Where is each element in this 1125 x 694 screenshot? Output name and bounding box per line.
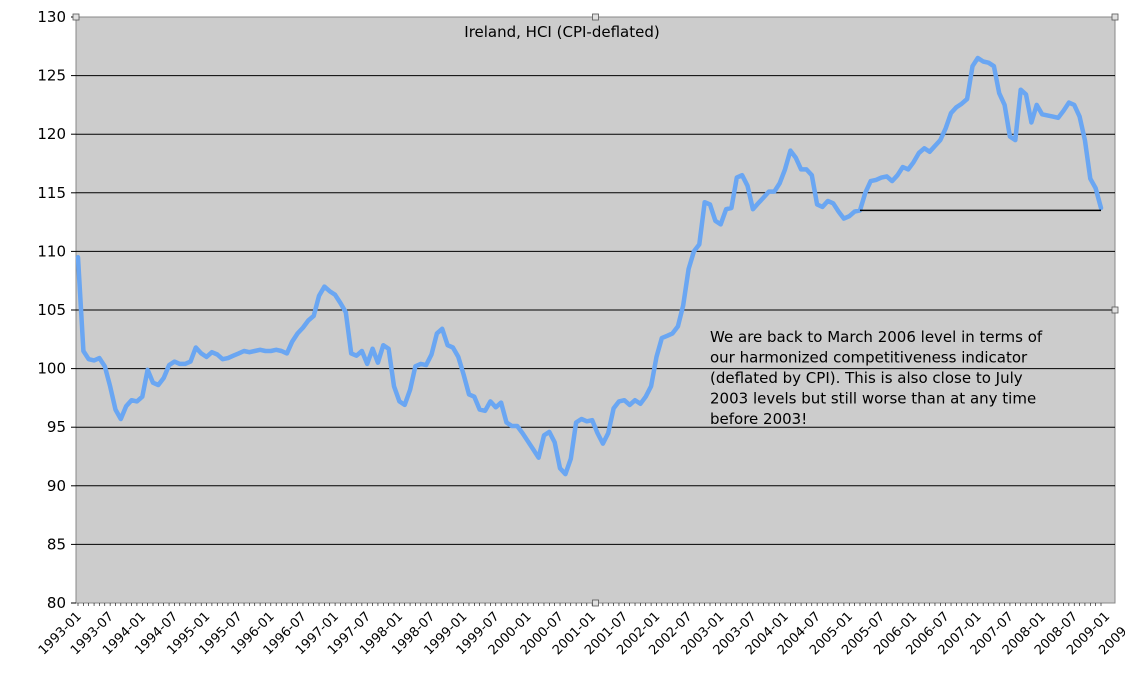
y-axis-ticks: 80 85 90 95 100 105 110 115 120 125 130 [37, 8, 76, 612]
x-axis-ticks: 1993-011993-071994-011994-071995-011995-… [36, 603, 1125, 658]
y-tick-label-80: 80 [47, 594, 66, 612]
series-line-hci [75, 55, 1104, 477]
annotation-line-5: before 2003! [710, 410, 807, 428]
y-tick-label-120: 120 [37, 125, 66, 143]
plot-area-handles [72, 13, 1119, 607]
y-tick-label-115: 115 [37, 184, 66, 202]
y-tick-label-130: 130 [37, 8, 66, 26]
annotation-line-4: 2003 levels but still worse than at any … [710, 390, 1036, 408]
plot-handle-0 [72, 13, 80, 21]
annotation-line-1: We are back to March 2006 level in terms… [710, 328, 1043, 346]
y-tick-label-100: 100 [37, 360, 66, 378]
annotation-line-3: (deflated by CPI). This is also close to… [710, 369, 1023, 387]
y-tick-label-90: 90 [47, 477, 66, 495]
plot-handle-3 [1111, 306, 1119, 314]
y-tick-label-105: 105 [37, 301, 66, 319]
y-tick-label-95: 95 [47, 418, 66, 436]
y-tick-label-85: 85 [47, 535, 66, 553]
annotation-line-2: our harmonized competitiveness indicator [710, 349, 1028, 367]
y-tick-label-110: 110 [37, 242, 66, 260]
plot-handle-4 [592, 599, 599, 607]
annotation-text: We are back to March 2006 level in terms… [710, 328, 1043, 428]
chart-title: Ireland, HCI (CPI-deflated) [464, 23, 659, 41]
y-tick-label-125: 125 [37, 67, 66, 85]
gridlines [76, 75, 1115, 545]
plot-handle-2 [1111, 13, 1119, 21]
plot-handle-1 [592, 13, 599, 21]
